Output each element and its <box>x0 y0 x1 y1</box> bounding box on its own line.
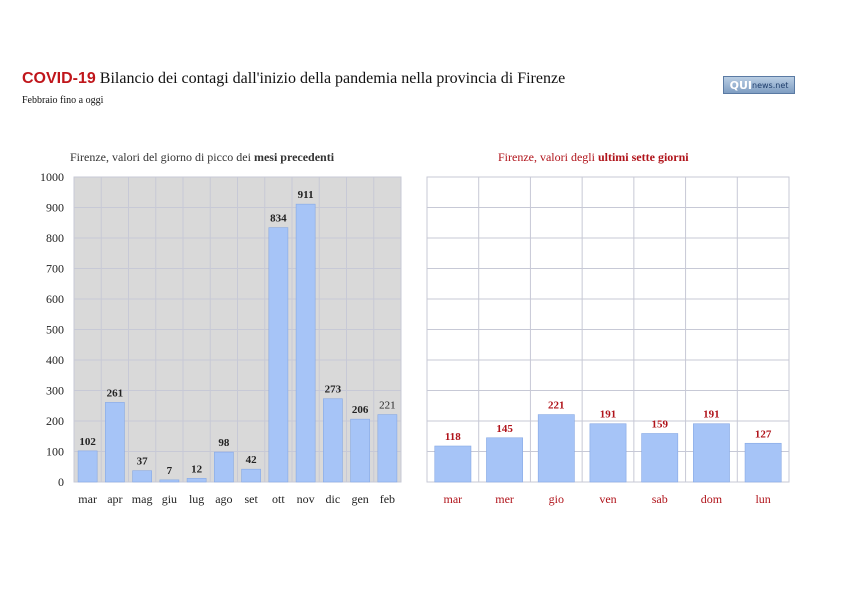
left-ytick-label: 600 <box>46 292 64 306</box>
right-chart-title: Firenze, valori degli ultimi sette giorn… <box>498 150 689 165</box>
right-bar-ven <box>589 423 627 483</box>
left-xtick-nov: nov <box>297 492 315 506</box>
left-xtick-feb: feb <box>380 492 395 506</box>
right-bar-dom <box>693 423 730 483</box>
left-bar-lug <box>186 478 207 483</box>
left-bar-label-gen: 206 <box>352 404 369 416</box>
page-title: COVID-19 Bilancio dei contagi dall'inizi… <box>22 70 565 88</box>
left-ytick-label: 500 <box>46 323 64 337</box>
left-bar-giu <box>159 479 180 483</box>
left-bar-label-mar: 102 <box>79 436 96 448</box>
left-bar-set <box>241 468 261 483</box>
left-ytick-label: 1000 <box>40 170 64 184</box>
right-bar-label-dom: 191 <box>703 409 720 421</box>
left-chart-title-prefix: Firenze, valori del giorno di picco dei <box>70 150 254 164</box>
right-xtick-mer: mer <box>495 492 514 506</box>
right-bar-label-lun: 127 <box>755 428 772 440</box>
left-bar-label-ago: 98 <box>218 437 230 449</box>
left-bar-gen <box>350 418 370 483</box>
right-chart-title-prefix: Firenze, valori degli <box>498 150 598 164</box>
left-bar-label-apr: 261 <box>107 387 124 399</box>
left-ytick-label: 100 <box>46 445 64 459</box>
left-ytick-label: 800 <box>46 231 64 245</box>
left-xtick-ago: ago <box>215 492 232 506</box>
left-bar-label-giu: 7 <box>167 465 173 477</box>
right-xtick-lun: lun <box>755 492 770 506</box>
left-xtick-gen: gen <box>351 492 368 506</box>
left-bar-label-ott: 834 <box>270 213 287 225</box>
left-bar-mar <box>77 450 98 483</box>
right-bar-label-mer: 145 <box>496 423 513 435</box>
right-bar-label-gio: 221 <box>548 400 565 412</box>
logo-small: news.net <box>752 80 789 90</box>
right-bar-mar <box>434 445 472 483</box>
left-chart-title: Firenze, valori del giorno di picco dei … <box>70 150 334 165</box>
right-bar-sab <box>641 433 679 483</box>
page-subtitle: Febbraio fino a oggi <box>22 95 104 106</box>
left-xtick-apr: apr <box>107 492 122 506</box>
brand-logo: QUI news.net <box>723 76 795 94</box>
left-bar-label-nov: 911 <box>298 189 314 201</box>
right-bar-label-mar: 118 <box>445 431 461 443</box>
right-xtick-ven: ven <box>599 492 616 506</box>
left-bar-label-lug: 12 <box>191 463 203 475</box>
left-bar-ott <box>268 227 289 483</box>
left-bar-nov <box>295 203 316 483</box>
title-rest: Bilancio dei contagi dall'inizio della p… <box>99 70 566 87</box>
left-chart-title-bold: mesi precedenti <box>253 150 335 164</box>
right-bar-gio <box>537 414 575 483</box>
right-bar-mer <box>486 437 523 483</box>
left-xtick-lug: lug <box>189 492 204 506</box>
left-ytick-label: 200 <box>46 414 64 428</box>
left-bar-mag <box>132 470 152 483</box>
title-highlight: COVID-19 <box>22 70 96 87</box>
right-bar-label-sab: 159 <box>651 419 668 431</box>
right-chart-title-bold: ultimi sette giorni <box>597 150 689 164</box>
left-ytick-label: 400 <box>46 353 64 367</box>
right-xtick-dom: dom <box>701 492 723 506</box>
left-bar-label-dic: 273 <box>325 384 342 396</box>
right-xtick-sab: sab <box>652 492 668 506</box>
left-xtick-set: set <box>244 492 258 506</box>
left-xtick-dic: dic <box>326 492 341 506</box>
right-xtick-mar: mar <box>444 492 463 506</box>
left-bar-ago <box>214 451 234 483</box>
left-bar-label-mag: 37 <box>137 456 149 468</box>
left-ytick-label: 0 <box>58 475 64 489</box>
left-bar-label-feb: 221 <box>379 400 396 412</box>
left-bar-apr <box>105 402 125 483</box>
left-ytick-label: 700 <box>46 262 64 276</box>
left-xtick-ott: ott <box>272 492 285 506</box>
right-bar-lun <box>744 442 782 483</box>
left-bar-label-set: 42 <box>246 454 258 466</box>
left-ytick-label: 900 <box>46 201 64 215</box>
left-xtick-giu: giu <box>162 492 177 506</box>
right-xtick-gio: gio <box>549 492 564 506</box>
left-ytick-label: 300 <box>46 384 64 398</box>
right-bar-label-ven: 191 <box>600 409 617 421</box>
left-xtick-mar: mar <box>78 492 97 506</box>
left-bar-dic <box>323 398 343 483</box>
logo-main: QUI <box>729 78 752 92</box>
left-bar-feb <box>377 414 398 483</box>
left-xtick-mag: mag <box>132 492 153 506</box>
